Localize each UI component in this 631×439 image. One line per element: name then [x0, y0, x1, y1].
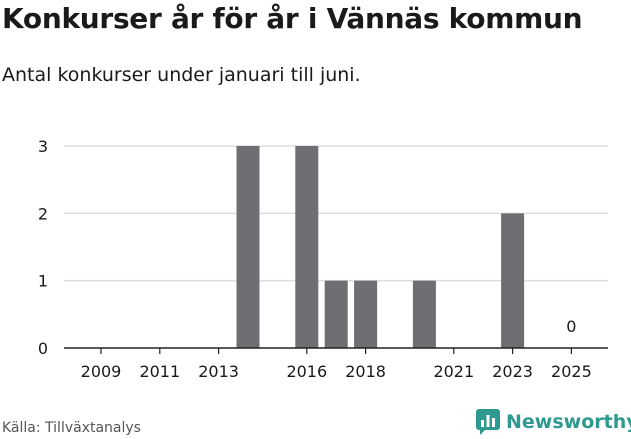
bars: [236, 146, 525, 348]
y-tick-label: 1: [38, 272, 48, 291]
chart-title: Konkurser år för år i Vännäs kommun: [2, 2, 583, 35]
x-tick-label: 2009: [81, 362, 122, 381]
x-tick-label: 2011: [139, 362, 180, 381]
logo-text: Newsworthy: [506, 411, 631, 433]
gridlines: [64, 145, 608, 282]
bar-2016: [295, 146, 319, 348]
bar-2020: [412, 280, 436, 348]
newsworthy-logo-icon: [476, 409, 500, 435]
x-tick-label: 2016: [286, 362, 327, 381]
x-tick-label: 2025: [551, 362, 592, 381]
axis-labels: 0 1 2 3 2009 2011 2013 2016 2018 2021 2023 2025 0: [38, 137, 592, 381]
x-axis: [64, 347, 608, 354]
source-note: Källa: Tillväxtanalys: [2, 420, 141, 436]
bar-2023: [501, 213, 525, 348]
bar-2017: [324, 280, 348, 348]
bar-2014: [236, 146, 260, 348]
x-tick-label: 2021: [433, 362, 474, 381]
newsworthy-logo: Newsworthy: [476, 409, 631, 435]
y-tick-label: 2: [38, 204, 48, 223]
x-tick-label: 2013: [198, 362, 239, 381]
data-label: 0: [566, 317, 576, 336]
bar-chart: 0 1 2 3 2009 2011 2013 2016 2018 2021 2023 2025 0: [38, 137, 608, 381]
y-tick-label: 0: [38, 339, 48, 358]
chart-subtitle: Antal konkurser under januari till juni.: [2, 64, 361, 86]
x-tick-label: 2023: [492, 362, 533, 381]
bar-2018: [354, 280, 378, 348]
y-tick-label: 3: [38, 137, 48, 156]
x-tick-label: 2018: [345, 362, 386, 381]
